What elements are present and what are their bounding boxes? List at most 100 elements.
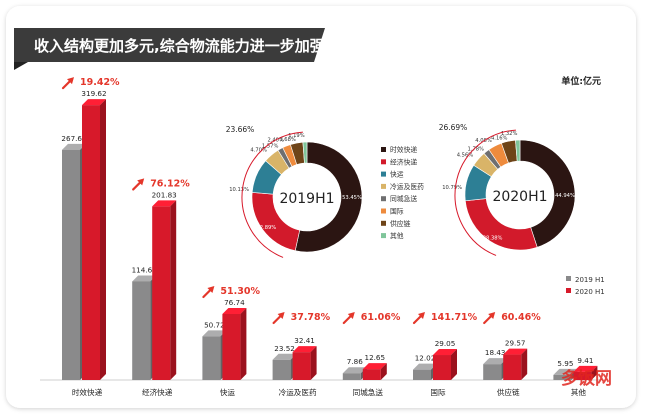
growth-arrow-head <box>67 77 74 85</box>
bar-2020-h1-7-top <box>573 365 598 372</box>
pie-legend-label-0: 时效快递 <box>390 145 417 154</box>
bar-2020-h1-0-front <box>82 105 100 380</box>
category-label-0: 时效快递 <box>72 387 103 397</box>
donut-1-value-label-2: 10.79% <box>442 185 462 191</box>
bar-2020-h1-0-side <box>100 99 106 380</box>
bar-2020-h1-1-top <box>152 200 177 207</box>
bar-2020-h1-2-side <box>240 308 247 380</box>
title-banner: 收入结构更加多元,综合物流能力进一步加强 <box>14 28 325 70</box>
bar-2020-h1-0 <box>82 99 106 380</box>
donut-1-value-label-0: 44.94% <box>555 193 575 199</box>
bar-2019-h1-3-value-label: 23.52 <box>274 344 295 353</box>
page-title: 收入结构更加多元,综合物流能力进一步加强 <box>34 37 325 55</box>
category-label-2: 快运 <box>220 387 236 397</box>
bar-legend-label-0: 2019 H1 <box>575 276 605 284</box>
growth-rate-label-4: 61.06% <box>361 312 401 323</box>
pie-legend-swatch-0 <box>381 147 386 152</box>
bar-2019-h1-6-value-label: 18.43 <box>485 348 506 357</box>
unit-label: 单位:亿元 <box>561 75 601 87</box>
bar-2020-h1-6-top <box>503 348 528 355</box>
donut-1-value-label-6: 4.16% <box>491 135 508 141</box>
bar-2020-h1-1 <box>152 200 177 380</box>
bar-2020-h1-1-front <box>152 206 171 380</box>
donut-1-value-label-1: 28.38% <box>483 235 503 241</box>
bar-2019-h1-2-front <box>202 336 221 380</box>
category-label-3: 冷运及医药 <box>279 387 317 397</box>
bar-2019-h1-5-front <box>413 369 431 380</box>
donut-1 <box>464 139 576 251</box>
bar-2020-h1-6-value-label: 29.57 <box>505 339 526 348</box>
bar-legend-swatch-1 <box>566 288 571 293</box>
bar-2019-h1-4-top <box>342 367 367 374</box>
bar-2019-h1-2-value-label: 50.72 <box>204 320 225 329</box>
growth-arrow-icon <box>272 312 285 325</box>
bar-2020-h1-4-side <box>380 363 387 380</box>
donut-0-center-title: 2019H1 <box>279 191 334 207</box>
pie-legend-label-4: 同城急送 <box>390 194 417 203</box>
bar-2019-h1-1-front <box>132 281 151 380</box>
bar-2019-h1-7-value-label: 5.95 <box>557 359 573 368</box>
bar-2020-h1-7-value-label: 9.41 <box>577 356 593 365</box>
donut-0-slice-7 <box>302 141 308 164</box>
bar-2020-h1-4-top <box>362 363 387 370</box>
bar-2019-h1-4-front <box>342 373 361 380</box>
donut-0-value-label-2: 10.13% <box>229 187 249 193</box>
bar-2019-h1-6-top <box>483 358 508 365</box>
bar-2019-h1-1-value-label: 114.60 <box>132 265 158 274</box>
bar-2020-h1-0-top <box>82 99 106 106</box>
growth-arrow-head <box>277 312 285 319</box>
pie-legend-swatch-4 <box>381 196 386 202</box>
donut-0-outer-label: 23.66% <box>226 125 255 134</box>
bar-chart: 267.65 319.62 时效快递 19.42% 114.60 201.83 经济快递 76… <box>61 77 598 397</box>
bar-2020-h1-6-front <box>503 354 522 380</box>
bar-2020-h1-1-side <box>170 200 177 380</box>
bar-2019-h1-0-top <box>62 143 86 150</box>
growth-arrow-head <box>488 312 496 319</box>
growth-rate-label-6: 60.46% <box>501 312 541 323</box>
pie-legend-label-6: 供应链 <box>390 219 411 228</box>
bar-2020-h1-4-value-label: 12.65 <box>365 353 386 362</box>
growth-arrow-head <box>418 312 425 319</box>
bar-legend-label-1: 2020 H1 <box>575 288 605 296</box>
pie-legend-swatch-7 <box>381 233 386 239</box>
donut-1-center-title: 2020H1 <box>492 189 547 205</box>
bar-2020-h1-7 <box>573 365 598 380</box>
donut-0-value-label-7: 1.19% <box>288 133 305 139</box>
bar-2020-h1-3 <box>292 346 317 380</box>
donut-0-value-label-1: 22.89% <box>256 225 276 231</box>
bar-2019-h1-2-top <box>202 330 227 337</box>
pie-legend-swatch-1 <box>381 159 386 165</box>
bar-2019-h1-7-front <box>553 374 572 380</box>
donut-1-outer-label: 26.69% <box>439 123 468 132</box>
pie-legend-label-7: 其他 <box>390 231 404 240</box>
bar-2019-h1-3-front <box>272 359 291 380</box>
growth-arrow-head <box>347 312 355 319</box>
bar-2020-h1-5-side <box>451 349 457 380</box>
bar-2019-h1-3-top <box>272 353 297 360</box>
bar-2019-h1-5-value-label: 12.02 <box>415 354 436 363</box>
bar-2019-h1-7-top <box>553 368 578 375</box>
pie-legend-label-3: 冷运及医药 <box>390 182 424 191</box>
growth-arrow-icon <box>202 286 215 299</box>
bar-2020-h1-0-value-label: 319.62 <box>81 89 106 98</box>
bar-2020-h1-6-side <box>521 348 528 380</box>
donut-1-value-label-3: 4.56% <box>457 152 474 158</box>
growth-arrow-head <box>137 178 145 186</box>
title-banner-fold <box>14 62 28 70</box>
bar-2019-h1-4-value-label: 7.86 <box>347 357 363 366</box>
growth-arrow-icon <box>61 77 74 90</box>
donut-0-outer-arc <box>241 131 303 258</box>
donut-1-slice-0 <box>519 139 576 248</box>
growth-rate-label-2: 51.30% <box>220 286 260 297</box>
growth-rate-label-3: 37.78% <box>291 312 331 323</box>
category-label-6: 供应链 <box>497 387 520 397</box>
donut-0-value-label-3: 4.70% <box>250 148 267 154</box>
growth-arrow-head <box>207 286 215 294</box>
bar-2019-h1-3 <box>272 353 297 380</box>
bar-2020-h1-3-side <box>310 346 317 380</box>
bar-2019-h1-6-front <box>483 364 502 380</box>
donut-0-value-label-0: 53.45% <box>342 195 362 201</box>
growth-arrow-icon <box>412 312 425 325</box>
